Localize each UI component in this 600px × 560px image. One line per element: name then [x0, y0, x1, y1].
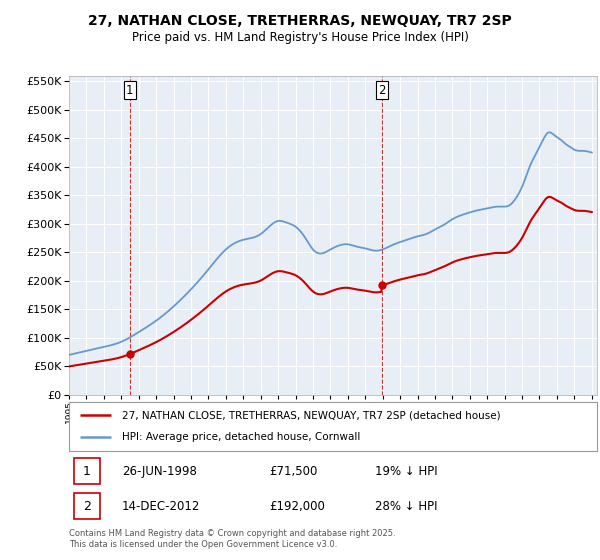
Text: 2: 2	[83, 500, 91, 512]
Text: 27, NATHAN CLOSE, TRETHERRAS, NEWQUAY, TR7 2SP: 27, NATHAN CLOSE, TRETHERRAS, NEWQUAY, T…	[88, 14, 512, 28]
Bar	[74, 493, 100, 520]
Text: 19% ↓ HPI: 19% ↓ HPI	[375, 465, 438, 478]
Text: HPI: Average price, detached house, Cornwall: HPI: Average price, detached house, Corn…	[122, 432, 360, 442]
Text: Price paid vs. HM Land Registry's House Price Index (HPI): Price paid vs. HM Land Registry's House …	[131, 31, 469, 44]
Text: 1: 1	[83, 465, 91, 478]
Text: 14-DEC-2012: 14-DEC-2012	[122, 500, 200, 512]
Text: 26-JUN-1998: 26-JUN-1998	[122, 465, 197, 478]
Text: 2: 2	[378, 83, 386, 96]
Text: £71,500: £71,500	[269, 465, 318, 478]
Text: 1: 1	[126, 83, 134, 96]
Bar	[74, 458, 100, 484]
Text: 28% ↓ HPI: 28% ↓ HPI	[375, 500, 438, 512]
Text: Contains HM Land Registry data © Crown copyright and database right 2025.
This d: Contains HM Land Registry data © Crown c…	[69, 529, 395, 549]
Text: £192,000: £192,000	[269, 500, 326, 512]
Text: 27, NATHAN CLOSE, TRETHERRAS, NEWQUAY, TR7 2SP (detached house): 27, NATHAN CLOSE, TRETHERRAS, NEWQUAY, T…	[122, 410, 500, 421]
